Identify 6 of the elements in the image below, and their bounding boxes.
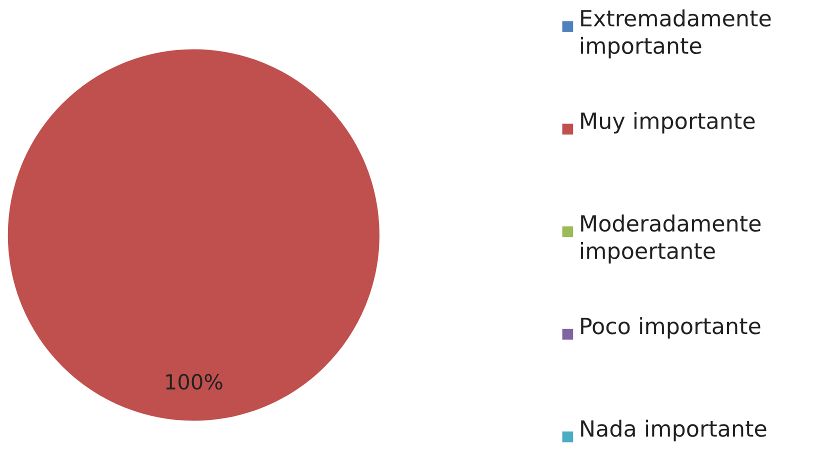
legend-label: Poco importante [581,317,760,339]
data-label: 100% [166,374,222,390]
legend-label: Extremadamente importante [581,9,771,58]
legend-label: Muy importante [581,112,755,134]
legend-label: Nada importante [581,420,766,442]
legend-label: Moderadamente impoertante [581,214,761,264]
